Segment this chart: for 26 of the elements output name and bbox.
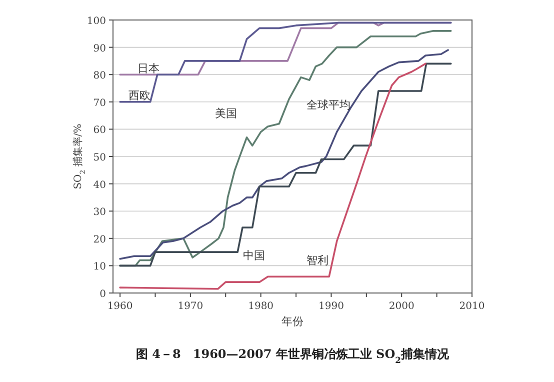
y-tick-label: 50	[93, 152, 106, 164]
text: 图 4－8 1960—2007 年世界铜冶炼工业 SO$_{2}$捕集情况	[136, 347, 450, 365]
y-tick-label: 40	[93, 180, 106, 191]
series-label: 日本	[138, 62, 160, 75]
x-tick-label: 1970	[178, 301, 204, 312]
y-tick-label: 0	[100, 289, 106, 300]
x-tick-label: 1960	[107, 301, 133, 312]
series-label: 智利	[306, 254, 329, 268]
x-tick-label: 1980	[248, 301, 274, 312]
series-label: 中国	[243, 248, 266, 262]
x-tick-label: 2000	[388, 301, 414, 312]
y-tick-label: 70	[93, 98, 106, 109]
y-tick-label: 80	[93, 70, 106, 82]
y-tick-label: 10	[93, 262, 106, 273]
series-label: 全球平均	[306, 98, 351, 112]
x-axis-title: 年份	[282, 315, 304, 328]
x-tick-label: 2010	[459, 301, 485, 312]
y-tick-label: 100	[86, 16, 106, 27]
line-series	[119, 62, 426, 290]
series-label: 西欧	[128, 89, 150, 102]
y-tick-label: 90	[93, 43, 106, 54]
y-tick-label: 30	[93, 207, 106, 218]
y-tick-label: 20	[93, 234, 106, 246]
x-tick-label: 1990	[318, 301, 344, 312]
y-tick-label: 60	[93, 125, 106, 136]
series-label: 美国	[215, 106, 238, 120]
